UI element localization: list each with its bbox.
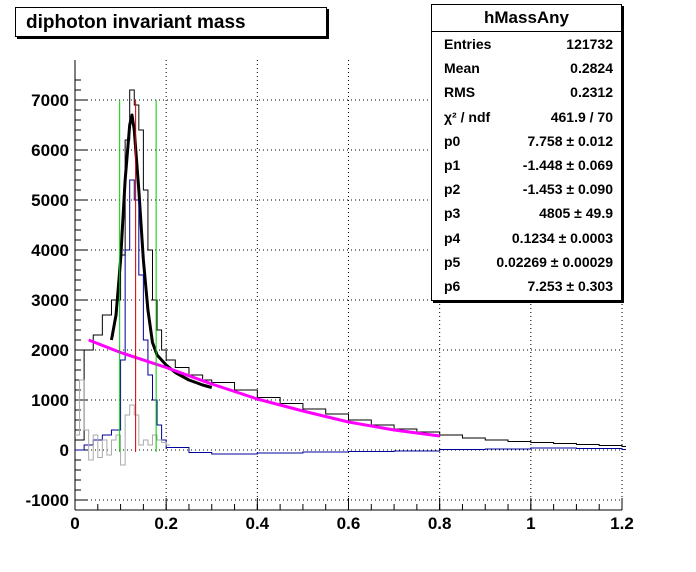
y-tick-label: 5000 (31, 191, 69, 210)
stats-label: Mean (444, 60, 480, 77)
stats-label: Entries (444, 36, 492, 52)
stats-box: hMassAny Entries 121732 Mean 0.2824 RMS 0.231… (431, 4, 622, 301)
x-tick-label: 0.4 (246, 514, 270, 533)
y-tick-label: -1000 (26, 491, 69, 510)
stats-label: p3 (444, 205, 461, 222)
stats-row: Entries 121732 (432, 32, 621, 56)
x-tick-label: 1.2 (610, 514, 634, 533)
stats-label: p0 (444, 132, 461, 149)
stats-row: p6 7.253 ± 0.303 (432, 274, 621, 298)
stats-value: 0.1234 ± 0.0003 (511, 229, 613, 246)
y-tick-label: 6000 (31, 141, 69, 160)
stats-row: p3 4805 ± 49.9 (432, 201, 621, 225)
stats-label: p5 (444, 253, 461, 270)
stats-value: 7.253 ± 0.303 (527, 277, 613, 294)
stats-value: 0.2312 (570, 84, 613, 101)
stats-value: -1.448 ± 0.069 (522, 156, 613, 173)
stats-value: 0.2824 (570, 60, 613, 77)
chart-title: diphoton invariant mass (15, 7, 327, 37)
stats-value: -1.453 ± 0.090 (522, 181, 613, 198)
stats-row: Mean 0.2824 (432, 56, 621, 80)
y-tick-label: 1000 (31, 391, 69, 410)
x-tick-label: 0.6 (337, 514, 361, 533)
x-tick-label: 0.2 (154, 514, 178, 533)
stats-row: p4 0.1234 ± 0.0003 (432, 226, 621, 250)
stats-rows: Entries 121732 Mean 0.2824 RMS 0.2312 χ² / ndf… (432, 32, 621, 298)
stats-value: 4805 ± 49.9 (539, 205, 613, 222)
stats-value: 7.758 ± 0.012 (527, 132, 613, 149)
fit-curve (109, 113, 213, 389)
stats-value: 121732 (566, 36, 613, 52)
stats-row: RMS 0.2312 (432, 80, 621, 104)
histogram-series (75, 179, 626, 455)
x-tick-label: 1 (526, 514, 535, 533)
stats-label: p1 (444, 156, 461, 173)
y-tick-label: 4000 (31, 241, 69, 260)
stats-row: p0 7.758 ± 0.012 (432, 129, 621, 153)
stats-label: RMS (444, 84, 476, 101)
stats-row: p1 -1.448 ± 0.069 (432, 153, 621, 177)
stats-label: p2 (444, 181, 461, 198)
x-tick-label: 0 (70, 514, 79, 533)
x-tick-label: 0.8 (428, 514, 452, 533)
stats-label: χ² / ndf (444, 108, 491, 125)
stats-histogram-name: hMassAny (432, 5, 621, 32)
stats-row: p5 0.02269 ± 0.00029 (432, 250, 621, 274)
y-tick-label: 3000 (31, 291, 69, 310)
stats-value: 0.02269 ± 0.00029 (496, 253, 613, 270)
stats-label: p4 (444, 229, 461, 246)
stats-row: χ² / ndf 461.9 / 70 (432, 105, 621, 129)
stats-row: p2 -1.453 ± 0.090 (432, 177, 621, 201)
y-tick-label: 7000 (31, 91, 69, 110)
background-curve (88, 338, 440, 438)
y-tick-label: 0 (60, 441, 69, 460)
stats-value: 461.9 / 70 (550, 108, 613, 125)
stats-label: p6 (444, 277, 461, 294)
y-tick-label: 2000 (31, 341, 69, 360)
histogram-series (75, 379, 171, 466)
